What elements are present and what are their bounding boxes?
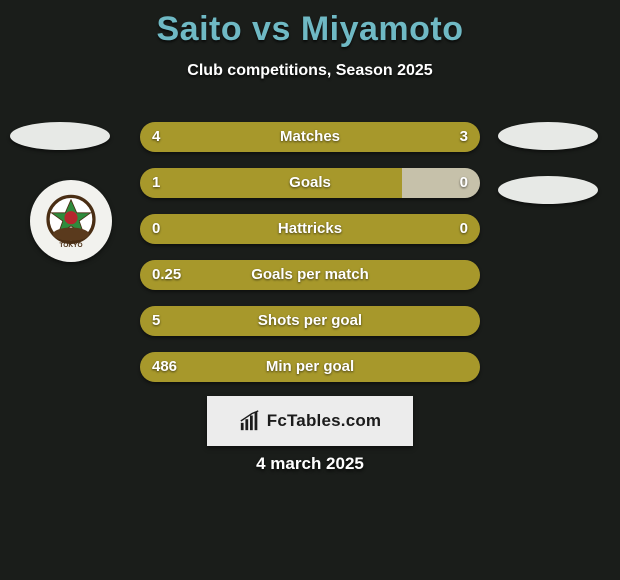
stat-bar-left [140,352,480,382]
player-right-placeholder-2 [498,176,598,204]
stat-value-right: 0 [460,168,468,198]
stat-value-left: 0 [152,214,160,244]
brand-chart-icon [239,410,261,432]
stat-row: 5Shots per goal [140,306,480,336]
stat-bar-left [140,260,480,290]
stat-value-left: 4 [152,122,160,152]
team-badge-left: TOKYO [30,180,112,262]
stat-row: 0.25Goals per match [140,260,480,290]
stat-bar-right [327,214,480,244]
brand-box: FcTables.com [207,396,413,446]
stat-row: 486Min per goal [140,352,480,382]
stat-bar-left [140,168,402,198]
stat-bar-right [402,168,480,198]
stat-value-right: 0 [460,214,468,244]
player-left-placeholder [10,122,110,150]
stat-value-left: 486 [152,352,177,382]
stat-value-left: 0.25 [152,260,181,290]
stat-bar-left [140,122,334,152]
stat-value-left: 5 [152,306,160,336]
date-line: 4 march 2025 [0,454,620,474]
brand-text: FcTables.com [267,411,382,431]
stat-row: 43Matches [140,122,480,152]
stat-bar-left [140,306,480,336]
stat-value-right: 3 [460,122,468,152]
page-subtitle: Club competitions, Season 2025 [0,62,620,80]
stat-row: 00Hattricks [140,214,480,244]
player-right-placeholder-1 [498,122,598,150]
stat-value-left: 1 [152,168,160,198]
stat-bars: 43Matches10Goals00Hattricks0.25Goals per… [140,122,480,398]
svg-text:TOKYO: TOKYO [59,242,82,249]
stat-row: 10Goals [140,168,480,198]
stat-bar-left [140,214,327,244]
comparison-infographic: Saito vs Miyamoto Club competitions, Sea… [0,0,620,580]
stat-bar-right [334,122,480,152]
team-crest-icon: TOKYO [30,180,112,262]
page-title: Saito vs Miyamoto [0,10,620,49]
